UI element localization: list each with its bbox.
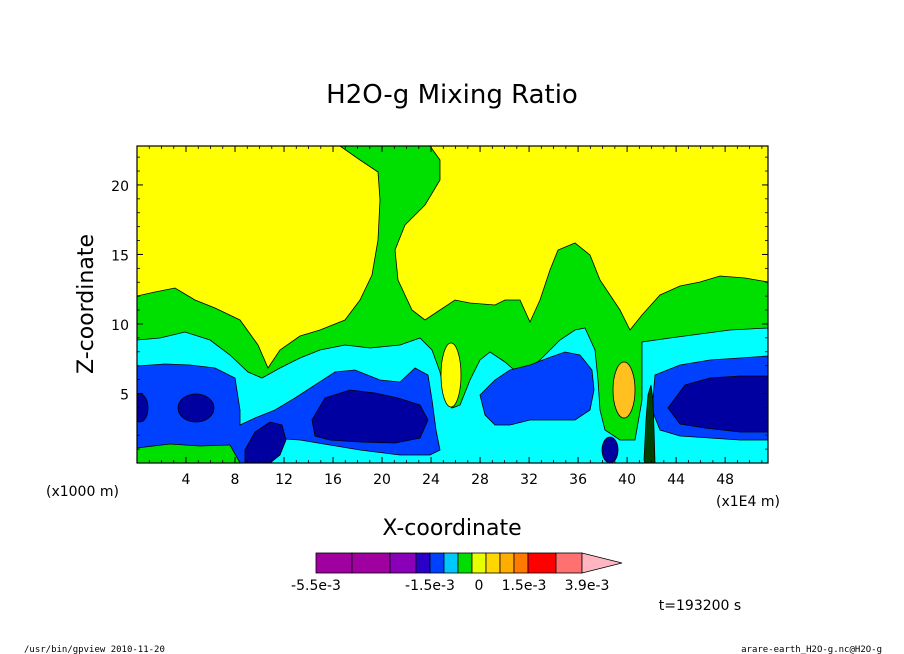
colorbar [315, 552, 623, 574]
x-axis-label: X-coordinate [382, 516, 521, 541]
field-darkblue-5 [601, 436, 619, 463]
field-yellow-left [137, 146, 381, 369]
time-label: t=193200 s [659, 598, 741, 614]
colorbar-cell [351, 552, 391, 574]
x-tick-label: 24 [422, 472, 440, 488]
field-darkblue-3 [244, 421, 287, 463]
field-yellow-right [394, 146, 768, 331]
colorbar-label: 1.5e-3 [502, 578, 547, 594]
x-tick-label: 48 [716, 472, 734, 488]
x-tick-label: 8 [231, 472, 240, 488]
chart-title: H2O-g Mixing Ratio [326, 80, 578, 110]
colorbar-cell [513, 552, 529, 574]
x-tick-label: 4 [182, 472, 191, 488]
field-green-bottom [137, 443, 241, 463]
plot-frame [136, 145, 769, 464]
y-tick-label: 10 [111, 318, 129, 334]
y-ticks: 5 10 15 20 [111, 156, 768, 450]
field-blue-right [479, 351, 595, 426]
x-tick-label: 20 [373, 472, 391, 488]
x-tick-label: 16 [324, 472, 342, 488]
footer-left: /usr/bin/gpview 2010-11-20 [24, 645, 165, 654]
colorbar-labels: -5.5e-3 -1.5e-3 0 1.5e-3 3.9e-3 [291, 578, 609, 594]
field-yellow-plume-1 [440, 342, 462, 408]
colorbar-cell [429, 552, 445, 574]
x-tick-label: 44 [667, 472, 685, 488]
colorbar-label: -1.5e-3 [405, 578, 455, 594]
colorbar-label: 3.9e-3 [565, 578, 610, 594]
field-darkblue-left-edge [137, 393, 149, 423]
colorbar-cell [485, 552, 501, 574]
x-unit-right: (x1E4 m) [716, 494, 780, 510]
colorbar-cell [471, 552, 487, 574]
field-streak [643, 384, 656, 463]
colorbar-cell [555, 552, 583, 574]
colorbar-label: -5.5e-3 [291, 578, 341, 594]
x-ticks: 4 8 12 16 20 24 28 32 36 40 44 48 [148, 146, 763, 488]
field-darkblue-1 [177, 393, 215, 423]
field-orange-plume-2 [612, 361, 636, 419]
x-tick-label: 12 [275, 472, 293, 488]
y-tick-label: 15 [111, 248, 129, 264]
colorbar-arrow [581, 552, 623, 574]
colorbar-cell [415, 552, 431, 574]
x-tick-label: 32 [520, 472, 538, 488]
x-tick-label: 36 [569, 472, 587, 488]
x-tick-label: 40 [618, 472, 636, 488]
colorbar-cell [389, 552, 417, 574]
field-darkblue-2 [311, 389, 429, 444]
colorbar-cell [527, 552, 557, 574]
y-axis-label: Z-coordinate [74, 234, 99, 374]
footer-right: arare-earth_H2O-g.nc@H2O-g [741, 645, 882, 654]
field-darkblue-4 [667, 375, 768, 433]
colorbar-cell [443, 552, 459, 574]
colorbar-cell [457, 552, 473, 574]
x-tick-label: 28 [471, 472, 489, 488]
y-tick-label: 20 [111, 179, 129, 195]
x-unit-left: (x1000 m) [46, 484, 119, 500]
colorbar-label: 0 [475, 578, 484, 594]
y-tick-label: 5 [120, 387, 129, 403]
colorbar-cell [499, 552, 515, 574]
colorbar-cell [315, 552, 353, 574]
